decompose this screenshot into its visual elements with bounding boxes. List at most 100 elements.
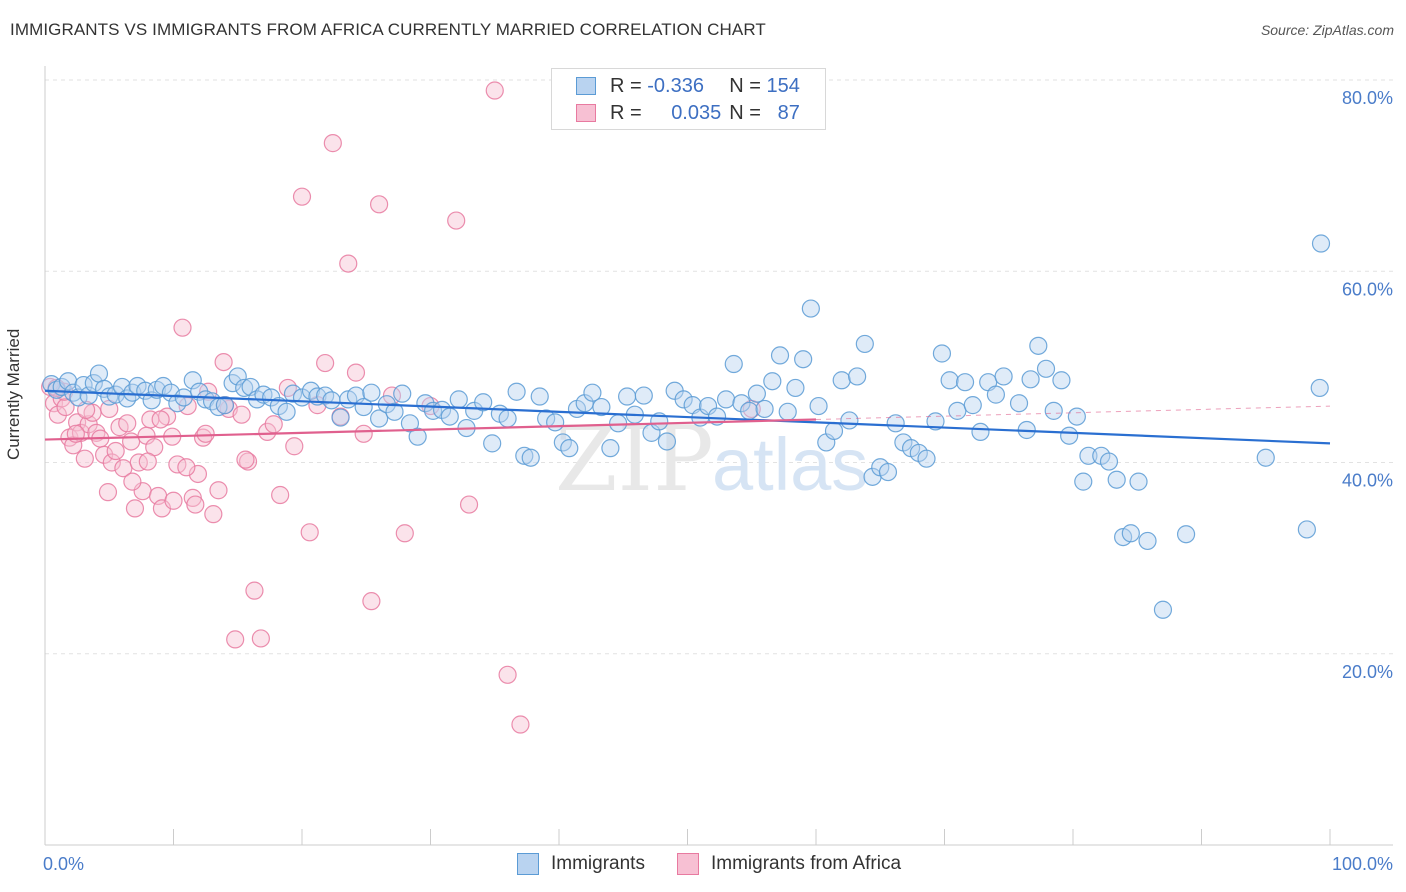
data-point xyxy=(196,424,215,443)
data-point xyxy=(1044,401,1063,420)
legend-item-africa[interactable]: Immigrants from Africa xyxy=(676,853,902,875)
data-point xyxy=(251,629,270,648)
data-point xyxy=(138,452,157,471)
legend-label-africa: Immigrants from Africa xyxy=(710,853,902,874)
data-point xyxy=(235,378,254,398)
data-point xyxy=(393,384,412,403)
data-point xyxy=(238,452,258,471)
data-point xyxy=(1060,426,1079,445)
data-point xyxy=(75,449,94,468)
legend-swatch-pink xyxy=(676,853,699,875)
data-point xyxy=(188,464,208,484)
data-point xyxy=(204,505,223,524)
data-point xyxy=(271,485,290,505)
series-legend: Immigrants Immigrants from Africa xyxy=(517,852,933,876)
data-point xyxy=(177,458,196,477)
data-point xyxy=(948,401,967,420)
data-point xyxy=(316,353,335,373)
data-point xyxy=(395,524,414,543)
correlation-legend: R = -0.336 N = 154 R = 0.035 N = 87 xyxy=(551,68,826,130)
data-point xyxy=(1029,336,1048,355)
data-point xyxy=(886,414,905,433)
data-point xyxy=(385,402,404,421)
data-point xyxy=(173,318,192,337)
data-point xyxy=(277,402,296,421)
data-point xyxy=(112,377,132,397)
data-point xyxy=(963,396,982,415)
data-point xyxy=(1121,524,1140,543)
data-point xyxy=(994,367,1013,386)
data-point xyxy=(323,134,342,153)
data-point xyxy=(634,386,653,405)
legend-item-immigrants[interactable]: Immigrants xyxy=(517,853,645,875)
data-point xyxy=(123,472,142,491)
data-point xyxy=(955,373,975,392)
data-point xyxy=(1107,470,1126,489)
data-point xyxy=(164,491,183,510)
trendlines xyxy=(44,389,1331,445)
data-point xyxy=(940,371,959,390)
data-point xyxy=(370,409,389,428)
data-point xyxy=(339,254,358,273)
data-point xyxy=(971,422,990,441)
data-point xyxy=(346,363,366,382)
data-point xyxy=(102,453,121,472)
x-tick-label: 100.0% xyxy=(1332,854,1393,874)
data-point xyxy=(740,401,759,420)
data-point xyxy=(1099,452,1119,471)
data-point xyxy=(832,371,851,390)
data-point xyxy=(1067,407,1086,426)
data-point xyxy=(1153,600,1173,619)
data-point xyxy=(354,424,373,443)
data-point xyxy=(515,446,534,465)
trendline-africa xyxy=(44,418,817,441)
data-point xyxy=(285,437,304,456)
data-point xyxy=(583,383,602,402)
legend-swatch-blue xyxy=(517,853,539,875)
data-point xyxy=(183,371,202,390)
legend-label-immigrants: Immigrants xyxy=(551,853,645,874)
legend-n-value: 87 xyxy=(777,101,800,124)
data-point xyxy=(215,396,234,415)
data-point xyxy=(292,187,312,206)
axes xyxy=(44,66,1393,846)
tick-labels: 20.0% 40.0% 60.0% 80.0% 0.0% 100.0% xyxy=(43,88,1393,874)
data-point xyxy=(770,346,790,365)
data-point xyxy=(809,396,828,416)
data-point xyxy=(1074,472,1093,491)
data-point xyxy=(794,350,813,369)
data-point xyxy=(118,414,137,433)
legend-row-africa: R = 0.035 N = 87 xyxy=(576,100,800,126)
legend-r-value: 0.035 xyxy=(671,101,722,124)
data-point xyxy=(1297,520,1316,539)
data-point xyxy=(1256,448,1275,467)
data-point xyxy=(278,378,297,398)
trendline-immigrants xyxy=(44,389,1331,445)
legend-row-immigrants: R = -0.336 N = 154 xyxy=(576,73,800,99)
data-point xyxy=(59,372,78,391)
data-point xyxy=(95,445,114,464)
data-point xyxy=(1079,446,1098,465)
data-point xyxy=(848,367,867,386)
y-tick-label: 80.0% xyxy=(1342,88,1393,108)
data-point xyxy=(264,415,283,434)
data-point xyxy=(322,391,341,410)
data-point xyxy=(778,402,797,421)
data-point xyxy=(84,374,103,393)
data-point xyxy=(283,384,303,403)
data-point xyxy=(560,439,579,458)
x-tick-label: 0.0% xyxy=(43,854,84,874)
data-point xyxy=(755,399,774,419)
data-point xyxy=(801,299,820,318)
data-point xyxy=(209,481,228,500)
data-point xyxy=(447,211,466,230)
legend-n-value: 154 xyxy=(766,74,800,97)
data-point xyxy=(855,334,874,354)
data-point xyxy=(521,448,540,467)
data-point xyxy=(226,630,245,649)
data-point xyxy=(186,495,205,514)
y-tick-label: 60.0% xyxy=(1342,279,1393,299)
data-point xyxy=(546,413,565,432)
data-point xyxy=(362,383,381,402)
